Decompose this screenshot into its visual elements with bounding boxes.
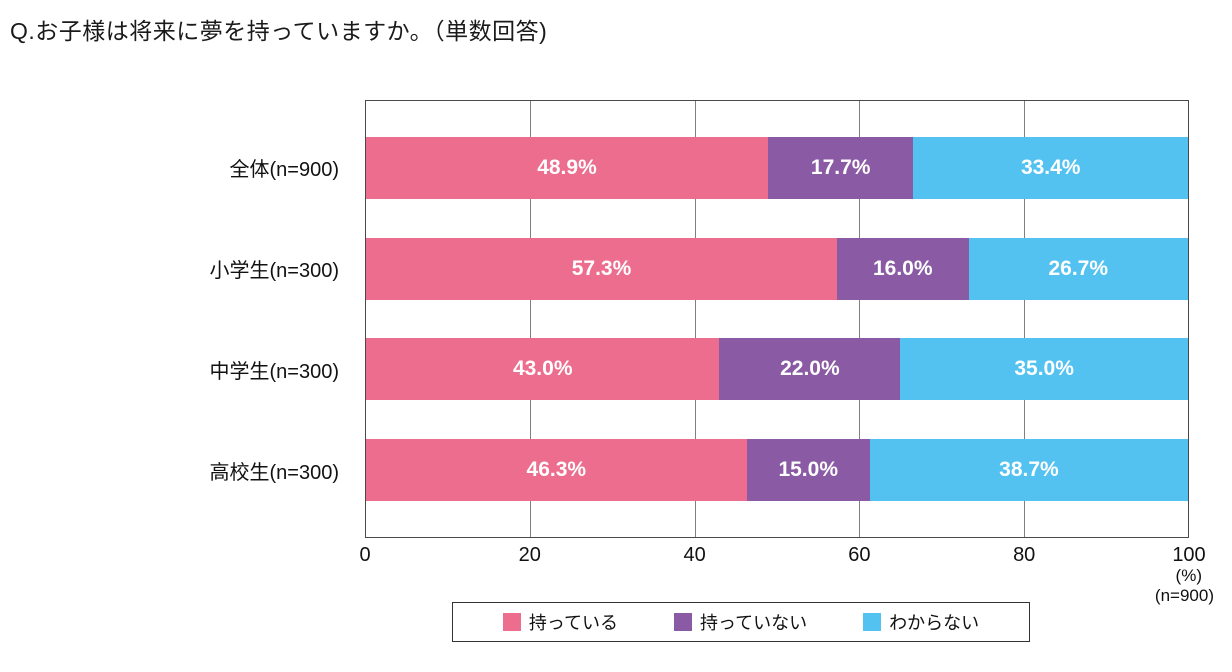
legend-swatch-icon xyxy=(674,613,692,631)
legend-label: わからない xyxy=(889,613,980,633)
category-label: 高校生(n=300) xyxy=(209,462,340,485)
gridline xyxy=(530,101,532,537)
legend-item: 持っていない xyxy=(674,609,807,635)
legend: 持っている 持っていない わからない xyxy=(452,602,1030,642)
bar-segment: 26.7% xyxy=(968,237,1188,300)
x-tick-label: 40 xyxy=(683,544,706,566)
bar-segment: 46.3% xyxy=(366,438,747,501)
bar-row: 46.3% 15.0% 38.7% xyxy=(366,438,1188,501)
bar-row: 57.3% 16.0% 26.7% xyxy=(366,237,1188,300)
x-axis-unit-label: (%) xyxy=(1175,566,1202,585)
plot-area: 48.9% 17.7% 33.4% 57.3% 16.0% 26.7% 43.0% 22.0%… xyxy=(365,100,1189,538)
bar-row: 43.0% 22.0% 35.0% xyxy=(366,338,1188,401)
category-label: 小学生(n=300) xyxy=(209,259,340,282)
bar-segment: 43.0% xyxy=(366,338,720,401)
legend-item: 持っている xyxy=(502,609,618,635)
bar-segment: 48.9% xyxy=(366,137,768,199)
x-axis-ticks: 0 20 40 60 80 100 xyxy=(359,544,1205,570)
bar-segment: 16.0% xyxy=(837,237,969,300)
bar-segment: 33.4% xyxy=(913,137,1188,199)
legend-swatch-icon xyxy=(502,613,521,631)
chart-title: Q.お子様は将来に夢を持っていますか。（単数回答) xyxy=(10,18,548,44)
category-label: 中学生(n=300) xyxy=(209,361,340,384)
x-tick-label: 80 xyxy=(1013,544,1036,566)
x-tick-label: 0 xyxy=(359,544,371,566)
bar-row: 48.9% 17.7% 33.4% xyxy=(366,137,1188,199)
x-tick-label: 20 xyxy=(518,544,541,566)
bar-segment: 15.0% xyxy=(746,438,870,501)
category-axis: 全体(n=900) 小学生(n=300) 中学生(n=300) 高校生(n=300) xyxy=(0,100,352,538)
bar-segment: 57.3% xyxy=(366,237,837,300)
legend-label: 持っていない xyxy=(700,613,808,633)
legend-label: 持っている xyxy=(528,613,618,633)
legend-swatch-icon xyxy=(863,613,882,631)
bar-segment: 35.0% xyxy=(900,338,1188,401)
bar-segment: 38.7% xyxy=(869,438,1188,501)
x-tick-label: 100 xyxy=(1172,544,1206,566)
bar-segment: 22.0% xyxy=(719,338,901,401)
stacked-bars: 48.9% 17.7% 33.4% 57.3% 16.0% 26.7% 43.0% 22.0%… xyxy=(366,101,1188,537)
gridline xyxy=(859,101,861,537)
x-axis-sample-note: (n=900) xyxy=(1154,586,1214,605)
x-tick-label: 60 xyxy=(848,544,871,566)
bar-segment: 17.7% xyxy=(767,137,914,199)
gridlines xyxy=(366,101,1188,537)
gridline xyxy=(1023,101,1025,537)
legend-item: わからない xyxy=(863,609,979,635)
gridline xyxy=(694,101,696,537)
category-label: 全体(n=900) xyxy=(229,158,340,181)
